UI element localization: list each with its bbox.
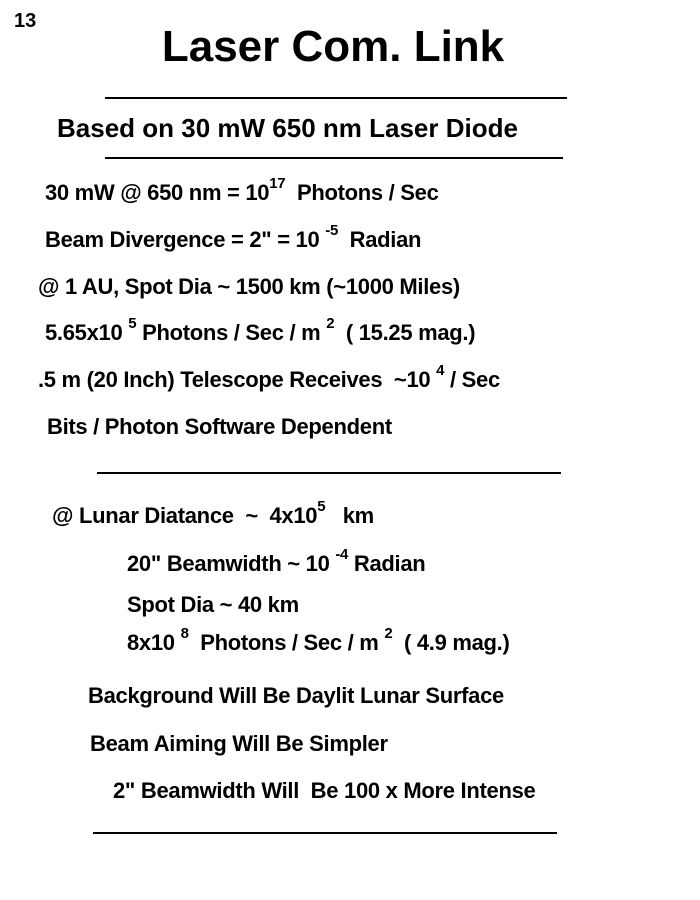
text-segment: Photons / Sec / m bbox=[136, 320, 327, 345]
superscript: 2 bbox=[384, 624, 393, 642]
text-segment: km bbox=[325, 503, 375, 528]
text-segment: Photons / Sec bbox=[285, 180, 439, 205]
text-line: @ Lunar Diatance ~ 4x105 km bbox=[52, 499, 375, 529]
text-line: 8x10 8 Photons / Sec / m 2 ( 4.9 mag.) bbox=[127, 626, 510, 656]
superscript: 2 bbox=[326, 314, 335, 332]
superscript: -4 bbox=[335, 545, 349, 563]
page-title: Laser Com. Link bbox=[161, 22, 505, 71]
text-line: Bits / Photon Software Dependent bbox=[47, 414, 392, 440]
text-segment: 20" Beamwidth ~ 10 bbox=[127, 551, 336, 576]
text-segment: Beam Aiming Will Be Simpler bbox=[90, 731, 388, 756]
text-segment: Radian bbox=[338, 227, 422, 252]
text-segment: 5.65x10 bbox=[45, 320, 129, 345]
divider bbox=[105, 97, 567, 99]
text-segment: 8x10 bbox=[127, 630, 181, 655]
superscript: 17 bbox=[269, 174, 286, 192]
divider bbox=[97, 472, 561, 474]
superscript: -5 bbox=[325, 221, 338, 239]
subtitle: Based on 30 mW 650 nm Laser Diode bbox=[57, 113, 518, 143]
text-line: .5 m (20 Inch) Telescope Receives ~10 4 … bbox=[38, 363, 500, 393]
text-segment: Background Will Be Daylit Lunar Surface bbox=[88, 683, 504, 708]
text-segment: ( 4.9 mag.) bbox=[392, 630, 510, 655]
text-segment: Photons / Sec / m bbox=[188, 630, 385, 655]
divider bbox=[93, 832, 557, 834]
text-line: @ 1 AU, Spot Dia ~ 1500 km (~1000 Miles) bbox=[38, 274, 460, 300]
superscript: 8 bbox=[180, 624, 189, 642]
text-line: Beam Aiming Will Be Simpler bbox=[90, 731, 388, 757]
text-line: Background Will Be Daylit Lunar Surface bbox=[88, 683, 504, 709]
text-segment: .5 m (20 Inch) Telescope Receives ~10 bbox=[38, 367, 437, 392]
text-line: Beam Divergence = 2" = 10 -5 Radian bbox=[45, 223, 422, 253]
text-segment: Radian bbox=[348, 551, 426, 576]
text-line: 30 mW @ 650 nm = 1017 Photons / Sec bbox=[45, 176, 439, 206]
slide-number: 13 bbox=[14, 10, 37, 32]
text-segment: @ Lunar Diatance ~ 4x10 bbox=[52, 503, 318, 528]
text-line: 5.65x10 5 Photons / Sec / m 2 ( 15.25 ma… bbox=[45, 316, 476, 346]
text-segment: ( 15.25 mag.) bbox=[334, 320, 476, 345]
text-segment: / Sec bbox=[444, 367, 500, 392]
text-segment: @ 1 AU, Spot Dia ~ 1500 km (~1000 Miles) bbox=[38, 274, 460, 299]
text-segment: Spot Dia ~ 40 km bbox=[127, 592, 299, 617]
divider bbox=[105, 157, 563, 159]
text-segment: Beam Divergence = 2" = 10 bbox=[45, 227, 326, 252]
superscript: 4 bbox=[436, 361, 445, 379]
text-segment: 30 mW @ 650 nm = 10 bbox=[45, 180, 270, 205]
text-line: 20" Beamwidth ~ 10 -4 Radian bbox=[127, 547, 426, 577]
text-segment: 2" Beamwidth Will Be 100 x More Intense bbox=[113, 778, 536, 803]
superscript: 5 bbox=[128, 314, 137, 332]
text-segment: Bits / Photon Software Dependent bbox=[47, 414, 392, 439]
text-line: Spot Dia ~ 40 km bbox=[127, 592, 299, 618]
text-line: 2" Beamwidth Will Be 100 x More Intense bbox=[113, 778, 536, 804]
superscript: 5 bbox=[317, 497, 326, 515]
